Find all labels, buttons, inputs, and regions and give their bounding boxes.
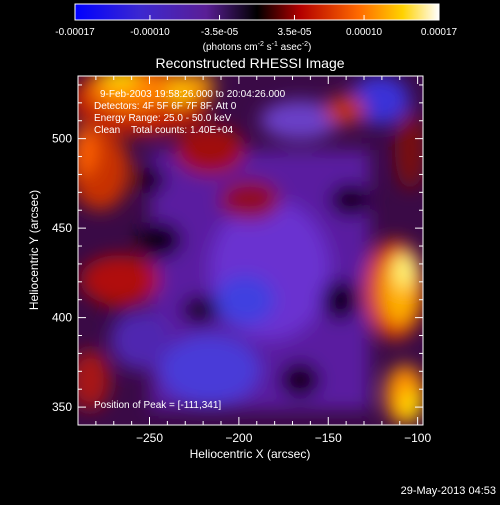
heatmap-image	[78, 76, 423, 425]
x-tick-label: −100	[404, 431, 431, 445]
colorbar-tick-label: -3.5e-05	[201, 27, 239, 38]
annotation-detectors: Detectors: 4F 5F 6F 7F 8F, Att 0	[94, 101, 237, 112]
colorbar-units: (photons cm-2 s-1 asec-2)	[203, 41, 312, 53]
y-tick-label: 400	[52, 311, 72, 325]
peak-label: Position of Peak = [-111,341]	[94, 400, 221, 411]
y-tick-label: 450	[52, 221, 72, 235]
x-tick-label: −150	[315, 431, 342, 445]
colorbar-tick-label: -0.00017	[55, 27, 95, 38]
y-tick-label: 350	[52, 400, 72, 414]
y-tick-label: 500	[52, 132, 72, 146]
annotation-time: 9-Feb-2003 19:58:26.000 to 20:04:26.000	[100, 89, 286, 100]
x-axis-label: Heliocentric X (arcsec)	[190, 447, 311, 461]
footer-date: 29-May-2013 04:53	[400, 485, 496, 497]
colorbar-ticks: -0.00017 -0.00010 -3.5e-05 3.5e-05 0.00010 0.…	[55, 15, 458, 38]
plot-frame	[77, 75, 424, 426]
colorbar-tick-label: 0.00010	[346, 27, 383, 38]
x-tick-label: −200	[225, 431, 252, 445]
colorbar-tick-label: 0.00017	[421, 27, 458, 38]
annotation-clean: Clean Total counts: 1.40E+04	[94, 125, 234, 136]
colorbar-tick-label: 3.5e-05	[278, 27, 312, 38]
y-axis: 350 400 450 500	[52, 84, 423, 426]
colorbar-tick-label: -0.00010	[130, 27, 170, 38]
colorbar	[74, 3, 440, 21]
x-tick-label: −250	[136, 431, 163, 445]
y-axis-label: Heliocentric Y (arcsec)	[27, 190, 41, 310]
x-axis: −250 −200 −150 −100	[77, 76, 431, 445]
annotations: 9-Feb-2003 19:58:26.000 to 20:04:26.000 …	[94, 89, 286, 411]
chart-title: Reconstructed RHESSI Image	[155, 55, 344, 71]
annotation-energy: Energy Range: 25.0 - 50.0 keV	[94, 113, 232, 124]
